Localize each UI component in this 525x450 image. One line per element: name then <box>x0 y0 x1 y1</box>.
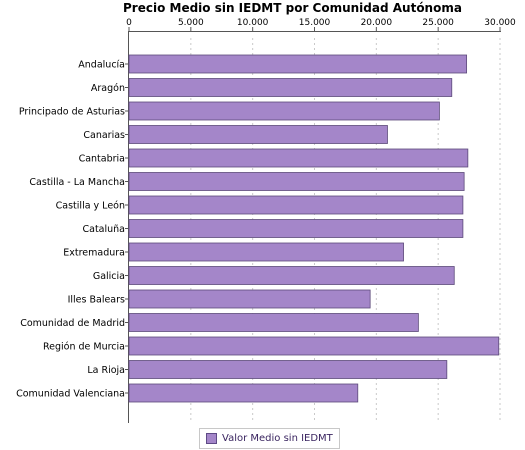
category-label: Cataluña <box>82 224 125 235</box>
category-label: Illes Balears <box>68 295 125 306</box>
axes <box>125 31 501 423</box>
tick-label: 0 <box>126 18 132 28</box>
x-axis-ticks: 0 5.000 10.000 15.000 20.000 25.000 30.000 <box>126 18 516 31</box>
category-label: Cantabria <box>79 154 125 165</box>
legend: Valor Medio sin IEDMT <box>199 428 340 449</box>
tick-label: 30.000 <box>484 18 516 28</box>
grid-lines <box>190 38 501 423</box>
bar <box>128 172 465 191</box>
bar <box>128 313 419 332</box>
category-label: Comunidad Valenciana <box>16 389 125 400</box>
bar <box>128 195 464 215</box>
bar <box>128 242 404 262</box>
category-label: La Rioja <box>87 365 125 376</box>
tick-label: 20.000 <box>361 18 393 28</box>
bar <box>128 219 464 238</box>
category-label: Castilla - La Mancha <box>29 177 125 188</box>
category-label: Aragón <box>91 83 125 94</box>
bar <box>128 78 453 97</box>
category-label: Andalucía <box>78 60 125 71</box>
category-label: Canarias <box>83 130 125 141</box>
category-label: Principado de Asturias <box>19 107 125 118</box>
bar <box>128 289 371 309</box>
category-label: Galicia <box>93 271 125 282</box>
bar <box>128 360 448 379</box>
bar <box>128 383 359 403</box>
bars <box>128 54 500 403</box>
category-label: Castilla y León <box>56 201 125 212</box>
tick-label: 5.000 <box>178 18 204 28</box>
category-label: Extremadura <box>63 248 125 259</box>
bar <box>128 336 500 356</box>
category-labels: Andalucía Aragón Principado de Asturias Can… <box>16 60 125 400</box>
bar <box>128 266 455 285</box>
bar <box>128 148 469 168</box>
bar <box>128 54 468 74</box>
tick-label: 15.000 <box>299 18 331 28</box>
category-label: Región de Murcia <box>43 342 125 353</box>
tick-label: 10.000 <box>237 18 269 28</box>
chart-title: Precio Medio sin IEDMT por Comunidad Aut… <box>123 1 462 15</box>
legend-label: Valor Medio sin IEDMT <box>222 433 333 444</box>
category-label: Comunidad de Madrid <box>20 318 125 329</box>
tick-label: 25.000 <box>422 18 454 28</box>
legend-swatch <box>206 433 217 444</box>
bar <box>128 125 388 144</box>
bar <box>128 101 440 121</box>
